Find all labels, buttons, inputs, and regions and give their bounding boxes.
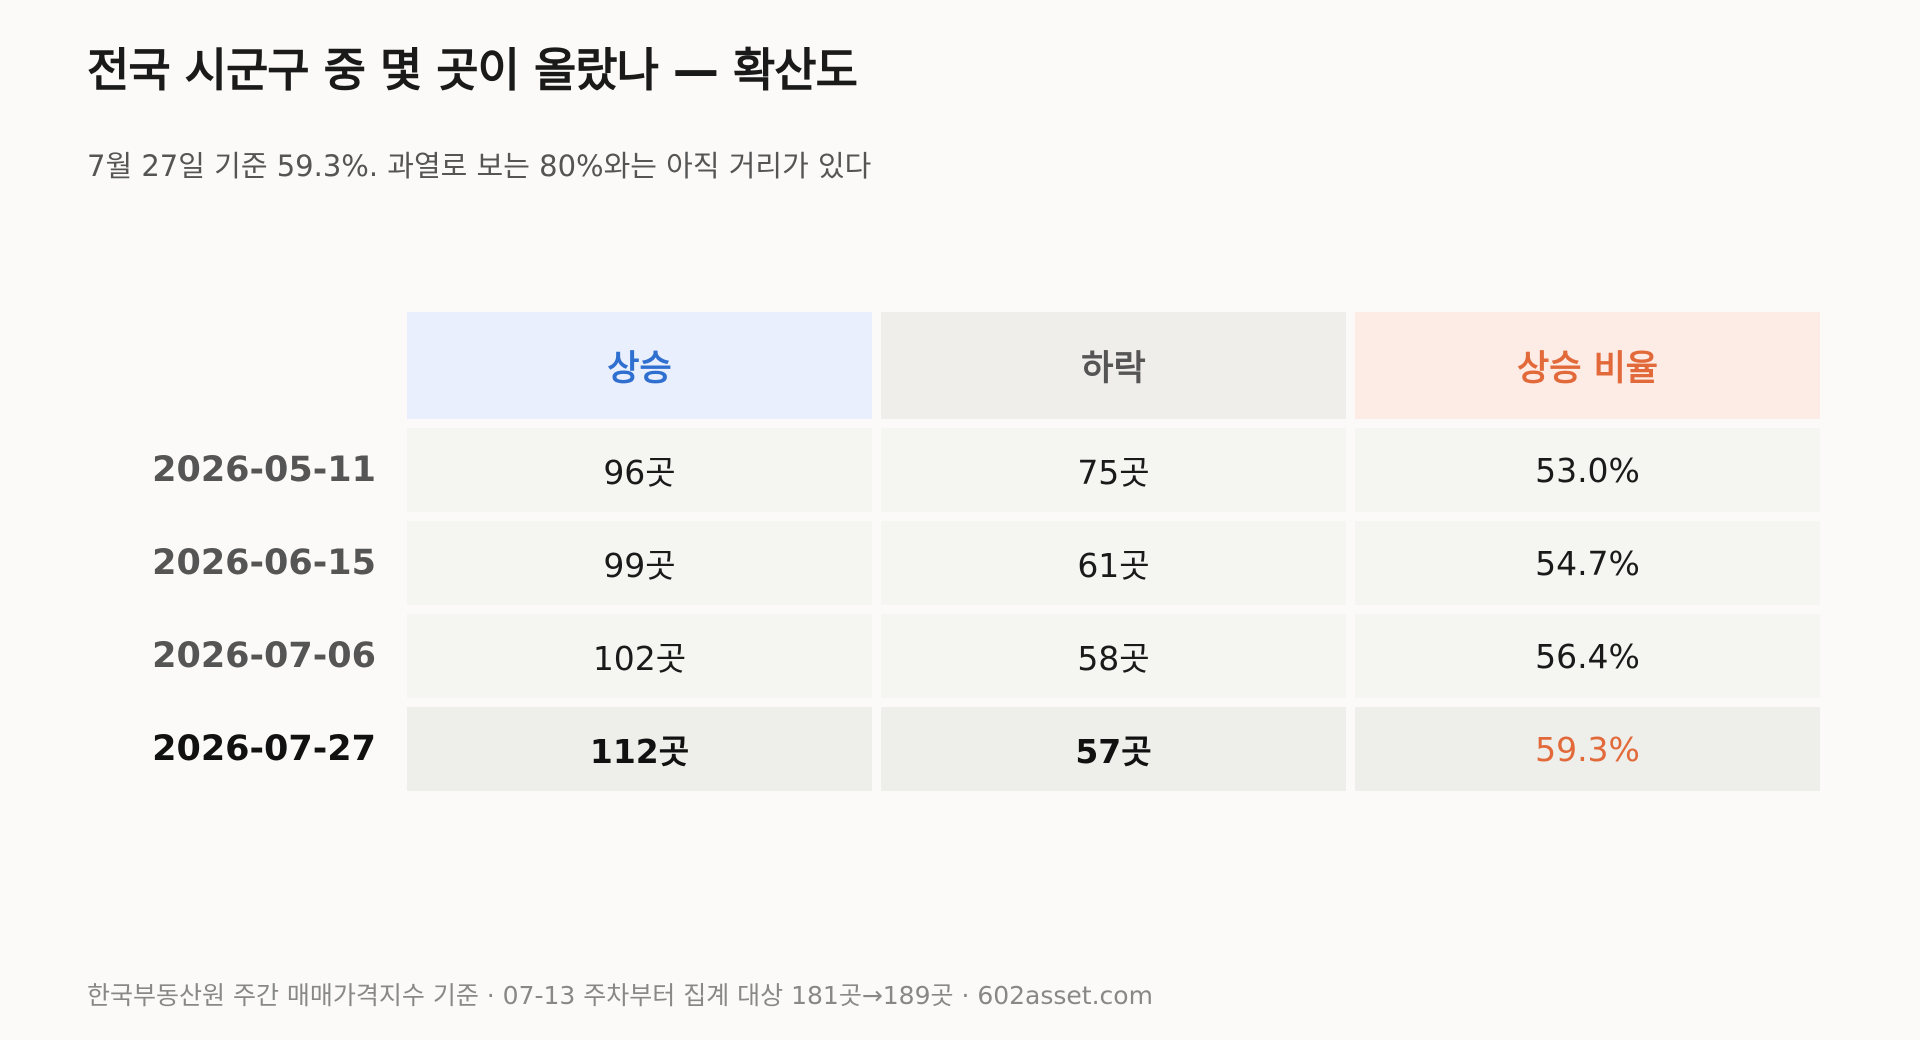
page-subtitle: 7월 27일 기준 59.3%. 과열로 보는 80%와는 아직 거리가 있다 xyxy=(87,149,872,183)
table-cell: 56.4% xyxy=(1355,614,1820,698)
row-label: 2026-07-27 xyxy=(152,729,376,769)
row-label: 2026-06-15 xyxy=(152,543,376,583)
page-title: 전국 시군구 중 몇 곳이 올랐나 — 확산도 xyxy=(87,43,858,97)
table-cell: 59.3% xyxy=(1355,707,1820,791)
column-header: 상승 비율 xyxy=(1355,312,1820,419)
row-label: 2026-07-06 xyxy=(152,636,376,676)
table: 상승 하락 상승 비율 2026-05-11 96곳 75곳 53.0% 2026-06-15… xyxy=(150,312,1820,791)
table-cell: 75곳 xyxy=(881,428,1346,512)
row-label: 2026-05-11 xyxy=(152,450,376,490)
column-header: 하락 xyxy=(881,312,1346,419)
footer: 한국부동산원 주간 매매가격지수 기준 · 07-13 주차부터 집계 대상 1… xyxy=(87,981,1153,1010)
corner-cell xyxy=(150,312,398,419)
table-cell: 58곳 xyxy=(881,614,1346,698)
table-cell: 61곳 xyxy=(881,521,1346,605)
table-cell: 112곳 xyxy=(407,707,872,791)
column-header: 상승 xyxy=(407,312,872,419)
table-cell: 96곳 xyxy=(407,428,872,512)
table-cell: 53.0% xyxy=(1355,428,1820,512)
table-cell: 57곳 xyxy=(881,707,1346,791)
table-cell: 54.7% xyxy=(1355,521,1820,605)
table-cell: 102곳 xyxy=(407,614,872,698)
table-cell: 99곳 xyxy=(407,521,872,605)
